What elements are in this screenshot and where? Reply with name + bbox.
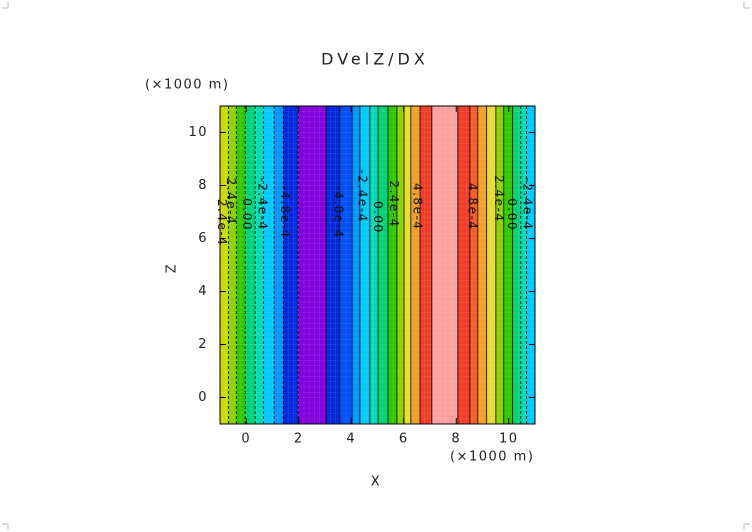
contour-label: -2.4e-4 [355,169,369,222]
contour-label: -4.8e-4 [278,185,292,238]
y-tick-label: 10 [188,125,208,140]
chart-title: DVelZ/DX [321,50,429,69]
color-band [274,106,284,424]
contour-label: 2.4e-4 [215,199,229,246]
color-band [520,106,527,424]
plot-frame [219,105,536,425]
color-band [388,106,397,424]
color-band [469,106,478,424]
color-band [378,106,388,424]
contour-label: 2.4e-4 [224,178,238,225]
color-band [228,106,237,424]
y-axis-label: Z [165,263,180,273]
color-band [512,106,521,424]
x-tick-label: 4 [346,432,356,447]
contour-label: 2.4e-4 [387,180,401,227]
x-tick-label: 2 [294,432,304,447]
color-band [236,106,246,424]
color-band [220,106,229,424]
contour-label: 4.8e-4 [410,183,424,230]
color-band [326,106,340,424]
y-tick-label: 0 [198,390,208,405]
y-unit: (×1000 m) [145,78,229,93]
color-band [369,106,379,424]
color-band [396,106,405,424]
color-band [352,106,360,424]
y-tick-label: 2 [198,337,208,352]
color-band [477,106,487,424]
color-band [420,106,432,424]
contour-label: 0.00 [371,201,385,234]
contour-label: -4.8e-4 [332,185,346,238]
x-unit: (×1000 m) [450,450,534,465]
x-tick-label: 8 [451,432,461,447]
contour-label: 0.00 [505,198,519,231]
y-tick-label: 6 [198,231,208,246]
y-tick-label: 4 [198,284,208,299]
color-band [263,106,275,424]
contour-label: -2.4e-4 [256,177,270,230]
color-band [486,106,496,424]
x-tick-label: 10 [499,432,519,447]
color-band [359,106,370,424]
x-tick-label: 0 [241,432,251,447]
contour-label: 0.00 [240,198,254,231]
color-band [404,106,411,424]
x-axis-label: X [371,475,381,490]
color-band [298,106,327,424]
color-band [255,106,264,424]
color-band [495,106,504,424]
color-band [526,106,535,424]
color-band [431,106,458,424]
color-band [339,106,353,424]
contour-label: 4.8e-4 [466,183,480,230]
color-band [457,106,470,424]
color-band [410,106,421,424]
y-tick-label: 8 [198,178,208,193]
contour-label: -2.4e-4 [521,177,535,230]
contour-label: 2.4e-4 [492,175,506,222]
color-band [245,106,256,424]
color-band [283,106,299,424]
x-tick-label: 6 [399,432,409,447]
color-band [503,106,513,424]
